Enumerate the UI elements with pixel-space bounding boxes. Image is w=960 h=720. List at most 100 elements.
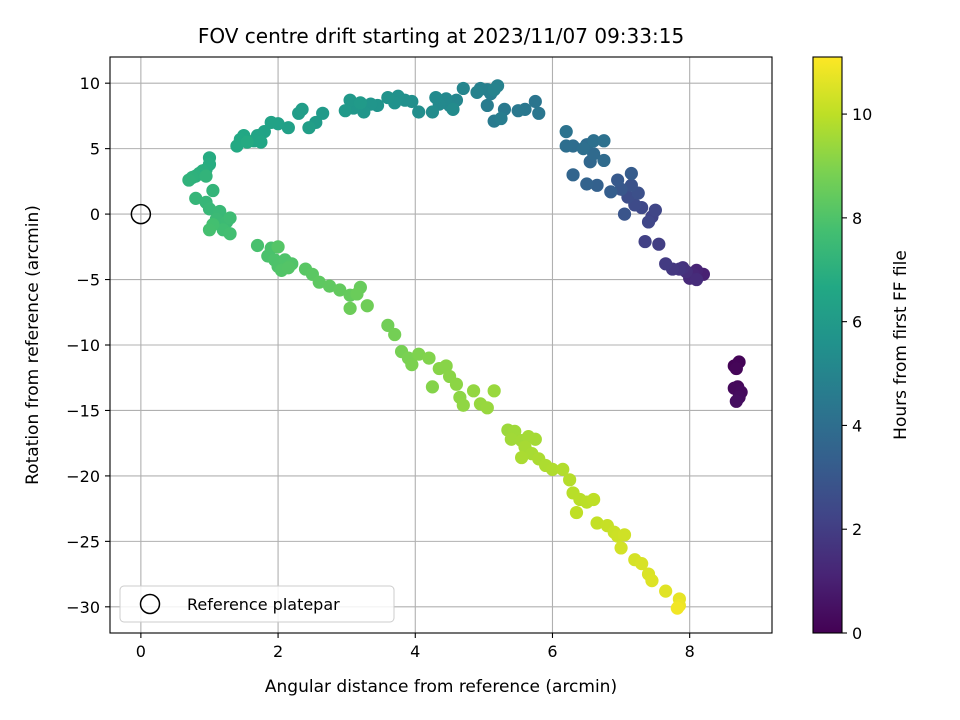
legend-marker-icon bbox=[139, 593, 161, 615]
data-point bbox=[504, 432, 518, 446]
y-tick-label: −10 bbox=[66, 336, 100, 355]
data-point bbox=[645, 574, 659, 588]
data-point bbox=[480, 401, 494, 415]
data-point bbox=[316, 106, 330, 120]
data-point bbox=[729, 361, 743, 376]
data-point bbox=[381, 90, 395, 105]
colorbar-label: Hours from first FF file bbox=[891, 250, 911, 440]
data-point bbox=[350, 287, 364, 301]
data-points bbox=[182, 79, 748, 615]
data-point bbox=[556, 462, 570, 476]
y-tick-label: 5 bbox=[90, 140, 100, 159]
data-point bbox=[597, 134, 611, 148]
chart-title: FOV centre drift starting at 2023/11/07 … bbox=[198, 24, 684, 48]
data-point bbox=[333, 283, 347, 297]
y-tick-label: 0 bbox=[90, 205, 100, 224]
data-point bbox=[487, 384, 501, 398]
data-point bbox=[659, 257, 673, 271]
data-point bbox=[388, 327, 402, 342]
colorbar-ticks: 0 2 4 6 8 10 bbox=[842, 105, 872, 643]
data-point bbox=[729, 394, 743, 408]
colorbar-tick-label: 0 bbox=[852, 624, 862, 643]
data-point bbox=[494, 111, 508, 126]
data-point bbox=[659, 584, 673, 598]
data-point bbox=[338, 104, 352, 118]
data-point bbox=[569, 505, 584, 520]
colorbar-frame bbox=[812, 56, 843, 634]
y-tick-label: −5 bbox=[76, 271, 100, 290]
y-tick-label: −20 bbox=[66, 467, 100, 486]
x-tick-label: 6 bbox=[547, 642, 557, 661]
data-point bbox=[528, 94, 542, 109]
data-point bbox=[295, 102, 309, 116]
data-point bbox=[223, 211, 237, 225]
data-point bbox=[405, 358, 419, 372]
data-point bbox=[532, 106, 546, 120]
data-point bbox=[254, 135, 268, 149]
data-point bbox=[641, 215, 656, 229]
data-point bbox=[412, 105, 426, 119]
data-point bbox=[439, 359, 453, 373]
data-point bbox=[587, 492, 601, 507]
data-point bbox=[559, 139, 573, 153]
data-point bbox=[624, 178, 638, 192]
data-point bbox=[480, 98, 494, 113]
data-point bbox=[611, 173, 625, 187]
y-tick-label: −30 bbox=[66, 598, 100, 617]
data-point bbox=[590, 178, 604, 192]
data-point bbox=[281, 261, 295, 275]
data-point bbox=[670, 601, 684, 615]
data-point bbox=[281, 121, 295, 135]
data-point bbox=[230, 139, 244, 153]
data-point bbox=[466, 384, 481, 398]
data-point bbox=[648, 203, 662, 217]
data-point bbox=[590, 516, 604, 530]
data-point bbox=[511, 104, 525, 118]
data-point bbox=[223, 227, 237, 241]
data-point bbox=[456, 81, 470, 96]
data-point bbox=[189, 191, 203, 205]
data-point bbox=[202, 202, 217, 216]
x-axis-label: Angular distance from reference (arcmin) bbox=[265, 677, 617, 697]
colorbar-tick-label: 8 bbox=[852, 209, 862, 228]
data-point bbox=[515, 450, 529, 465]
grid bbox=[110, 57, 772, 633]
data-point bbox=[343, 93, 357, 107]
data-point bbox=[302, 121, 316, 135]
data-point bbox=[635, 557, 649, 571]
data-point bbox=[182, 173, 196, 187]
data-point bbox=[353, 96, 367, 110]
data-point bbox=[576, 142, 590, 156]
data-point bbox=[312, 275, 326, 289]
data-point bbox=[446, 102, 460, 116]
data-point bbox=[652, 237, 666, 251]
y-axis-label: Rotation from reference (arcmin) bbox=[23, 205, 43, 485]
colorbar-gradient bbox=[813, 57, 842, 633]
colorbar-tick-label: 2 bbox=[852, 520, 862, 539]
data-point bbox=[343, 301, 357, 315]
data-point bbox=[617, 207, 632, 221]
data-point bbox=[597, 153, 611, 168]
data-point bbox=[422, 351, 436, 365]
data-point bbox=[638, 234, 652, 249]
data-point bbox=[202, 223, 217, 237]
data-point bbox=[587, 134, 601, 148]
data-point bbox=[250, 238, 265, 253]
axis-ticks: 0 2 4 6 8 10 5 0 −5 −10 −15 −20 −25 −30 bbox=[66, 74, 695, 661]
data-point bbox=[425, 380, 440, 394]
data-point bbox=[360, 299, 374, 313]
data-point bbox=[689, 272, 704, 287]
data-point bbox=[528, 432, 542, 446]
data-point bbox=[199, 169, 213, 183]
data-point bbox=[322, 279, 337, 293]
data-point bbox=[624, 166, 638, 181]
reference-platepar-marker bbox=[130, 203, 152, 225]
data-point bbox=[449, 377, 464, 391]
data-point bbox=[566, 168, 580, 182]
data-point bbox=[604, 185, 618, 199]
data-point bbox=[429, 90, 443, 105]
data-point bbox=[580, 177, 594, 191]
y-tick-label: 10 bbox=[80, 74, 100, 93]
